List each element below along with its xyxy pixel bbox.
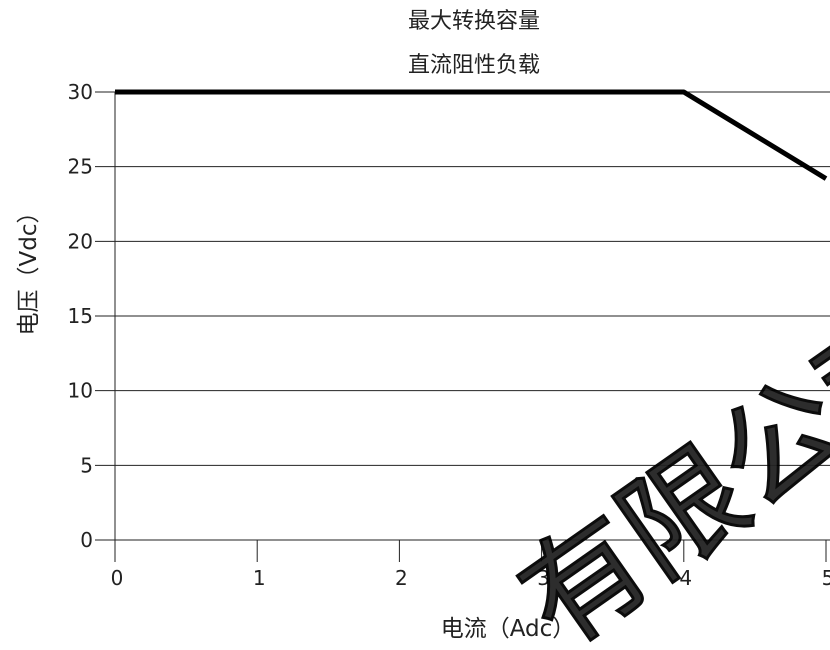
series-line bbox=[115, 89, 828, 181]
y-tick-label: 10 bbox=[68, 379, 93, 403]
y-tick-label: 5 bbox=[80, 453, 93, 477]
y-tick-label: 20 bbox=[68, 229, 93, 253]
chart-title: 最大转换容量 bbox=[408, 9, 540, 34]
x-axis-tick-labels: 0 1 2 3 4 5 bbox=[111, 566, 830, 590]
x-axis-ticks bbox=[114, 540, 827, 562]
series-layer bbox=[115, 89, 828, 181]
x-tick-label: 1 bbox=[253, 566, 266, 590]
x-tick-label: 3 bbox=[537, 566, 550, 590]
y-tick-label: 15 bbox=[68, 304, 93, 328]
y-tick-label: 25 bbox=[68, 155, 93, 179]
y-axis-tick-labels: 0 5 10 15 20 25 30 bbox=[68, 80, 93, 552]
x-tick-label: 5 bbox=[822, 566, 830, 590]
x-tick-label: 2 bbox=[395, 566, 408, 590]
x-axis-label: 电流（Adc） bbox=[441, 616, 576, 642]
x-tick-label: 4 bbox=[679, 566, 692, 590]
y-axis-label: 电压（Vdc） bbox=[16, 201, 42, 336]
x-tick-label: 0 bbox=[111, 566, 124, 590]
y-tick-label: 30 bbox=[68, 80, 93, 104]
y-tick-label: 0 bbox=[80, 528, 93, 552]
chart-subtitle: 直流阻性负载 bbox=[408, 53, 540, 78]
